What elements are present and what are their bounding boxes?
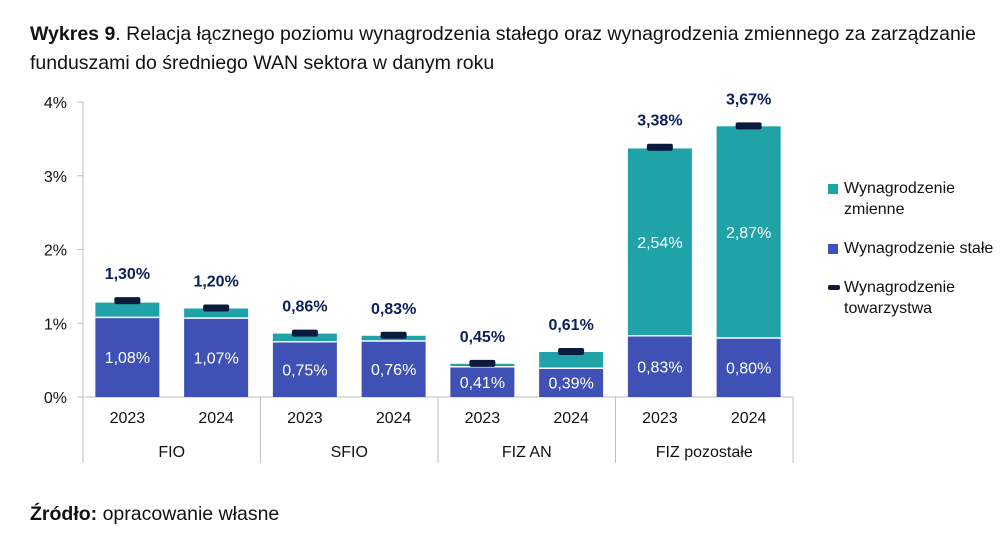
source-text: opracowanie własne: [97, 503, 280, 525]
bar-variable: [627, 148, 692, 336]
source-note: Źródło: opracowanie własne: [30, 503, 279, 526]
y-tick-label: 0%: [44, 390, 67, 407]
data-label-total: 3,67%: [726, 91, 771, 108]
bar-fixed: [716, 338, 781, 397]
legend-item-fixed: Wynagrodzenie stałe: [828, 238, 1006, 259]
legend-label-company: Wynagrodzenie towarzystwa: [844, 279, 956, 317]
data-label-total: 0,83%: [371, 301, 416, 318]
data-label-total: 0,61%: [548, 317, 593, 334]
data-label-total: 1,20%: [193, 274, 238, 291]
bar-variable: [539, 352, 604, 369]
legend-label-fixed: Wynagrodzenie stałe: [844, 240, 994, 257]
bar-fixed: [450, 366, 515, 397]
y-tick-label: 3%: [44, 169, 67, 186]
data-label-fixed: 0,76%: [371, 362, 416, 379]
bar-fixed: [184, 318, 249, 397]
company-marker: [114, 297, 141, 305]
company-marker: [558, 348, 585, 356]
company-marker: [380, 331, 407, 339]
data-label-fixed: 0,83%: [637, 359, 682, 376]
data-label-variable: 2,87%: [726, 225, 771, 242]
data-label-fixed: 0,75%: [282, 362, 327, 379]
bar-variable: [95, 302, 160, 318]
bar-fixed: [95, 317, 160, 397]
category-label: FIO: [158, 444, 185, 461]
x-tick-label: 2024: [198, 410, 234, 427]
company-marker: [735, 122, 762, 130]
chart-title-bold: Wykres 9: [30, 23, 116, 45]
x-tick-label: 2023: [110, 410, 146, 427]
company-marker: [469, 359, 496, 367]
legend-item-company: Wynagrodzenie towarzystwa: [828, 277, 1006, 319]
data-label-fixed: 0,39%: [548, 376, 593, 393]
bar-variable: [716, 126, 781, 339]
x-tick-label: 2023: [465, 410, 501, 427]
category-label: SFIO: [331, 444, 368, 461]
x-tick-label: 2024: [731, 410, 767, 427]
data-label-total: 0,45%: [460, 329, 505, 346]
x-tick-label: 2024: [553, 410, 589, 427]
data-label-fixed: 0,41%: [460, 375, 505, 392]
legend-item-variable: Wynagrodzenie zmienne: [828, 178, 1006, 220]
data-label-variable: 2,54%: [637, 235, 682, 252]
legend-label-variable: Wynagrodzenie zmienne: [844, 180, 956, 218]
source-label: Źródło:: [30, 503, 98, 525]
x-tick-label: 2024: [376, 410, 412, 427]
legend-swatch-company: [828, 285, 840, 290]
category-label: FIZ AN: [502, 444, 552, 461]
data-label-fixed: 1,07%: [193, 351, 238, 368]
company-marker: [291, 329, 318, 337]
bar-variable: [272, 333, 337, 342]
data-label-fixed: 1,08%: [105, 350, 150, 367]
bar-fixed: [627, 335, 692, 397]
bar-fixed: [539, 368, 604, 397]
data-label-total: 0,86%: [282, 299, 327, 316]
legend-swatch-fixed: [828, 244, 838, 254]
legend-swatch-variable: [828, 184, 838, 194]
chart-legend: Wynagrodzenie zmienne Wynagrodzenie stał…: [828, 178, 1006, 337]
company-marker: [646, 143, 673, 151]
chart-title: Wykres 9. Relacja łącznego poziomu wynag…: [30, 20, 990, 78]
bar-fixed: [361, 340, 426, 397]
chart-title-text: . Relacja łącznego poziomu wynagrodzenia…: [30, 23, 976, 74]
bar-fixed: [272, 341, 337, 397]
x-tick-label: 2023: [287, 410, 323, 427]
data-label-fixed: 0,80%: [726, 361, 771, 378]
y-tick-label: 1%: [44, 316, 67, 333]
bar-variable: [184, 308, 249, 319]
y-tick-label: 4%: [44, 95, 67, 112]
category-label: FIZ pozostałe: [656, 444, 753, 461]
y-tick-label: 2%: [44, 243, 67, 260]
x-tick-label: 2023: [642, 410, 678, 427]
data-label-total: 1,30%: [105, 266, 150, 283]
company-marker: [203, 304, 230, 312]
data-label-total: 3,38%: [637, 113, 682, 130]
